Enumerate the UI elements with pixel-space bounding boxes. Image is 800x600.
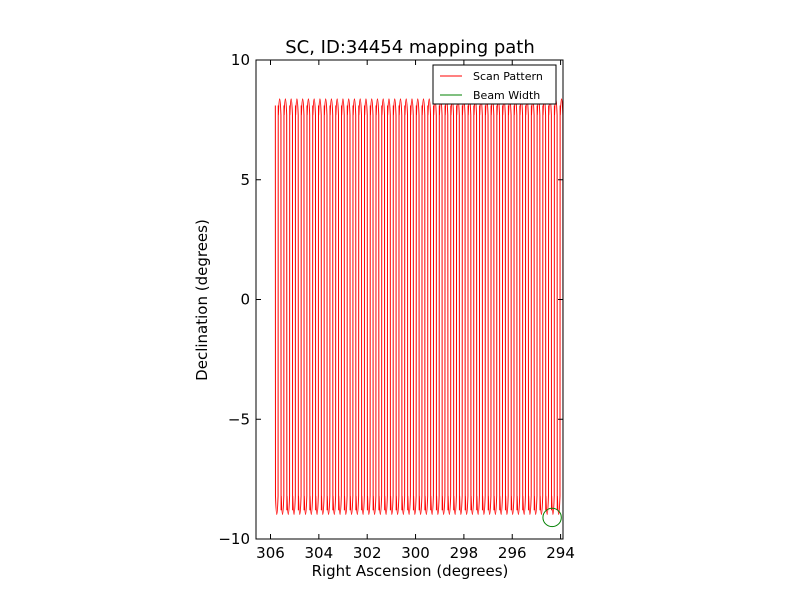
x-axis-title: Right Ascension (degrees) xyxy=(312,562,509,580)
plot-content xyxy=(274,98,563,528)
x-tick-label: 306 xyxy=(256,544,285,562)
y-tick-label: 10 xyxy=(231,51,250,69)
legend-label-scan-pattern: Scan Pattern xyxy=(473,70,543,83)
beam-width-circle xyxy=(542,507,562,528)
y-tick-label: 5 xyxy=(240,171,250,189)
x-tick-label: 302 xyxy=(353,544,382,562)
y-tick-label: 0 xyxy=(240,291,250,309)
y-tick-label: −10 xyxy=(218,530,250,548)
legend: Scan Pattern Beam Width xyxy=(432,64,557,105)
y-tick-label: −5 xyxy=(228,410,250,428)
scan-pattern-series xyxy=(274,98,563,515)
x-tick-label: 300 xyxy=(401,544,430,562)
x-tick-label: 296 xyxy=(498,544,527,562)
x-tick-label: 304 xyxy=(305,544,334,562)
x-tick-label: 294 xyxy=(546,544,575,562)
y-axis-ticks: 10 5 0 −5 −10 xyxy=(218,51,563,548)
legend-label-beam-width: Beam Width xyxy=(473,89,540,102)
y-axis-title: Declination (degrees) xyxy=(193,219,211,381)
x-tick-label: 298 xyxy=(450,544,479,562)
x-axis-ticks: 306 304 302 300 298 296 294 xyxy=(256,60,575,562)
legend-box xyxy=(432,64,557,105)
chart-title: SC, ID:34454 mapping path xyxy=(285,37,535,58)
